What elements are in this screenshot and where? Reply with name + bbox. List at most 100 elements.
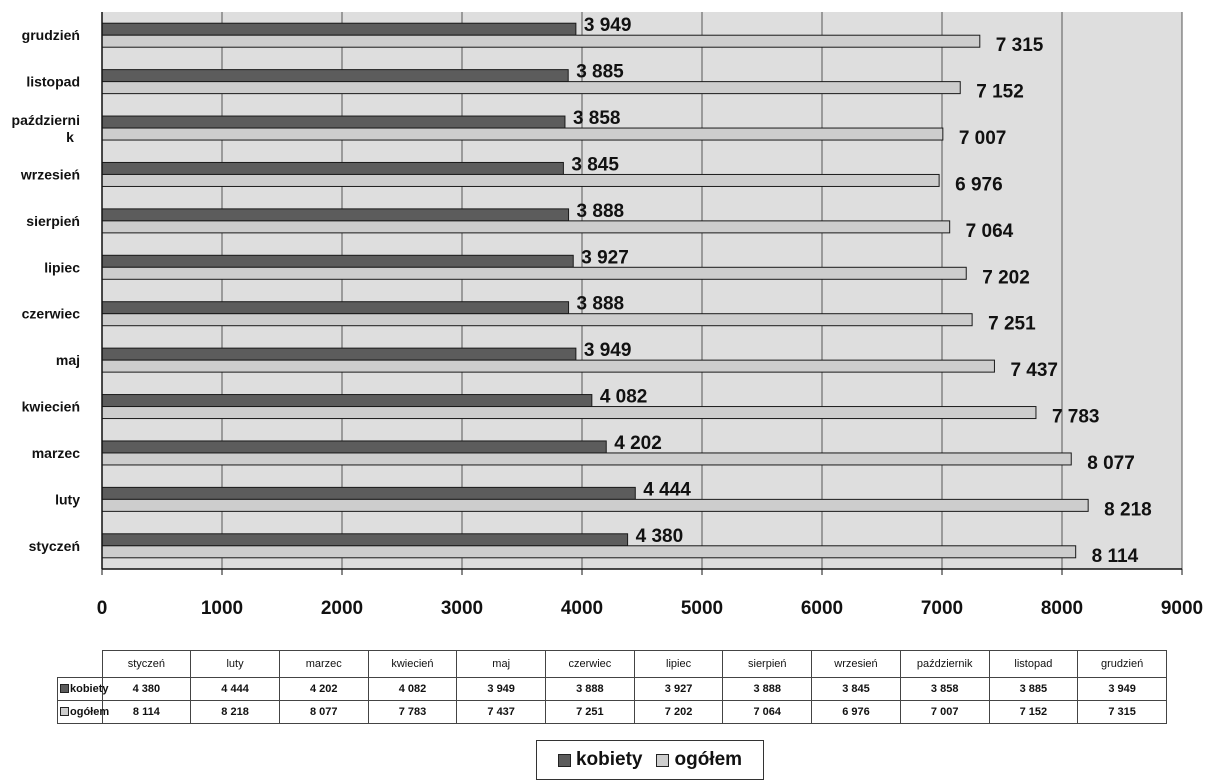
category-labels: styczeń luty marzec kwiecień maj czerwiec lipi… — [12, 27, 81, 554]
legend-label: ogółem — [674, 749, 743, 770]
data-label: 3 888 — [577, 201, 625, 222]
category-label: maj — [56, 352, 80, 368]
data-label: 7 783 — [1052, 407, 1100, 428]
table-cell: 4 444 — [190, 677, 280, 701]
category-label: luty — [55, 491, 80, 507]
category-label: kwiecień — [22, 399, 80, 415]
bar-ogolem — [101, 498, 1089, 512]
bar-kobiety — [101, 22, 577, 36]
plot-area — [102, 12, 1182, 569]
x-tick-label: 1000 — [201, 598, 243, 619]
table-header-row: styczeń luty marzec kwiecień maj czerwie… — [57, 650, 1167, 678]
x-tick-label: 9000 — [1161, 598, 1203, 619]
table-cell: 7 064 — [722, 700, 813, 724]
data-label: 3 845 — [571, 154, 619, 175]
x-axis-ticks: 0 1000 2000 3000 4000 5000 6000 7000 8000 9000 — [97, 569, 1203, 619]
table-col-header: październik — [899, 650, 990, 678]
table-col-header: wrzesień — [811, 650, 901, 678]
bar-ogolem — [101, 545, 1077, 559]
bar-ogolem — [101, 313, 973, 327]
data-label: 3 888 — [577, 294, 625, 315]
data-label: 7 007 — [959, 128, 1007, 149]
table-col-header: luty — [190, 650, 280, 678]
bar-chart: 4 380 8 114 4 444 8 218 4 202 8 077 4 082 7 783… — [12, 12, 1203, 619]
bar-kobiety — [101, 301, 570, 315]
table-cell: 3 927 — [633, 677, 724, 701]
bar-ogolem — [101, 173, 940, 187]
data-label: 3 858 — [573, 108, 621, 129]
table-cell: 7 437 — [456, 700, 547, 724]
data-label: 7 064 — [966, 221, 1014, 242]
bar-kobiety — [101, 394, 593, 408]
table-cell: 3 949 — [456, 677, 547, 701]
category-label: październi k — [12, 112, 80, 145]
bar-ogolem — [101, 266, 967, 280]
category-label: czerwiec — [22, 306, 81, 322]
data-label: 3 949 — [584, 340, 632, 361]
x-tick-label: 0 — [97, 598, 108, 619]
table-cell: 3 949 — [1077, 677, 1167, 701]
bar-ogolem — [101, 452, 1072, 466]
table-cell: 7 251 — [545, 700, 635, 724]
table-cell: 3 888 — [722, 677, 813, 701]
data-label: 8 077 — [1087, 453, 1135, 474]
category-label: grudzień — [22, 27, 80, 43]
table-col-header: grudzień — [1077, 650, 1167, 678]
bar-kobiety — [101, 486, 636, 500]
table-row-ogolem: ogółem 8 114 8 218 8 077 7 783 7 437 7 2… — [57, 700, 1167, 724]
category-label: marzec — [32, 445, 80, 461]
bar-ogolem — [101, 127, 944, 141]
x-tick-label: 3000 — [441, 598, 483, 619]
table-cell: 3 845 — [811, 677, 901, 701]
bar-kobiety — [101, 533, 629, 547]
table-cell: 6 976 — [811, 700, 901, 724]
table-cell: 7 783 — [367, 700, 458, 724]
table-col-header: lipiec — [633, 650, 724, 678]
table-cell: 7 315 — [1077, 700, 1167, 724]
bar-kobiety — [101, 347, 577, 361]
table-col-header: listopad — [988, 650, 1079, 678]
table-row-header: kobiety — [57, 677, 109, 701]
table-cell: 7 202 — [633, 700, 724, 724]
kobiety-swatch-icon — [557, 753, 571, 767]
data-label: 7 251 — [988, 314, 1036, 335]
x-tick-label: 8000 — [1041, 598, 1083, 619]
table-col-header: maj — [456, 650, 547, 678]
category-label: wrzesień — [20, 166, 80, 182]
table-col-header: sierpień — [722, 650, 813, 678]
table-col-header: czerwiec — [545, 650, 635, 678]
x-tick-label: 6000 — [801, 598, 843, 619]
x-tick-label: 5000 — [681, 598, 723, 619]
table-cell: 8 114 — [101, 700, 192, 724]
data-label: 8 114 — [1092, 546, 1139, 567]
data-table: styczeń luty marzec kwiecień maj czerwie… — [57, 650, 1167, 724]
table-cell: 8 077 — [278, 700, 369, 724]
kobiety-swatch-icon — [60, 684, 69, 693]
data-label: 7 437 — [1010, 360, 1058, 381]
legend-item-ogolem: ogółem — [656, 749, 742, 771]
x-tick-label: 2000 — [321, 598, 363, 619]
table-cell: 4 380 — [101, 677, 192, 701]
bar-ogolem — [101, 81, 961, 95]
row-label: ogółem — [70, 706, 110, 718]
table-corner — [57, 650, 103, 678]
bar-ogolem — [101, 406, 1037, 420]
table-col-header: marzec — [278, 650, 369, 678]
table-cell: 3 888 — [545, 677, 635, 701]
category-label: lipiec — [44, 259, 80, 275]
bars: 4 380 8 114 4 444 8 218 4 202 8 077 4 082 7 783… — [101, 15, 1152, 567]
bar-kobiety — [101, 440, 607, 454]
data-label: 7 315 — [996, 35, 1044, 56]
bar-ogolem — [101, 220, 951, 234]
legend-item-kobiety: kobiety — [557, 749, 642, 771]
table-col-header: kwiecień — [367, 650, 458, 678]
bar-ogolem — [101, 359, 995, 373]
data-label: 6 976 — [955, 174, 1003, 195]
table-row-header: ogółem — [57, 700, 109, 724]
table-col-header: styczeń — [101, 650, 192, 678]
bar-kobiety — [101, 115, 566, 129]
bar-ogolem — [101, 34, 981, 48]
data-label: 7 202 — [982, 267, 1030, 288]
grid-lines — [221, 12, 1183, 569]
data-label: 4 082 — [600, 387, 648, 408]
